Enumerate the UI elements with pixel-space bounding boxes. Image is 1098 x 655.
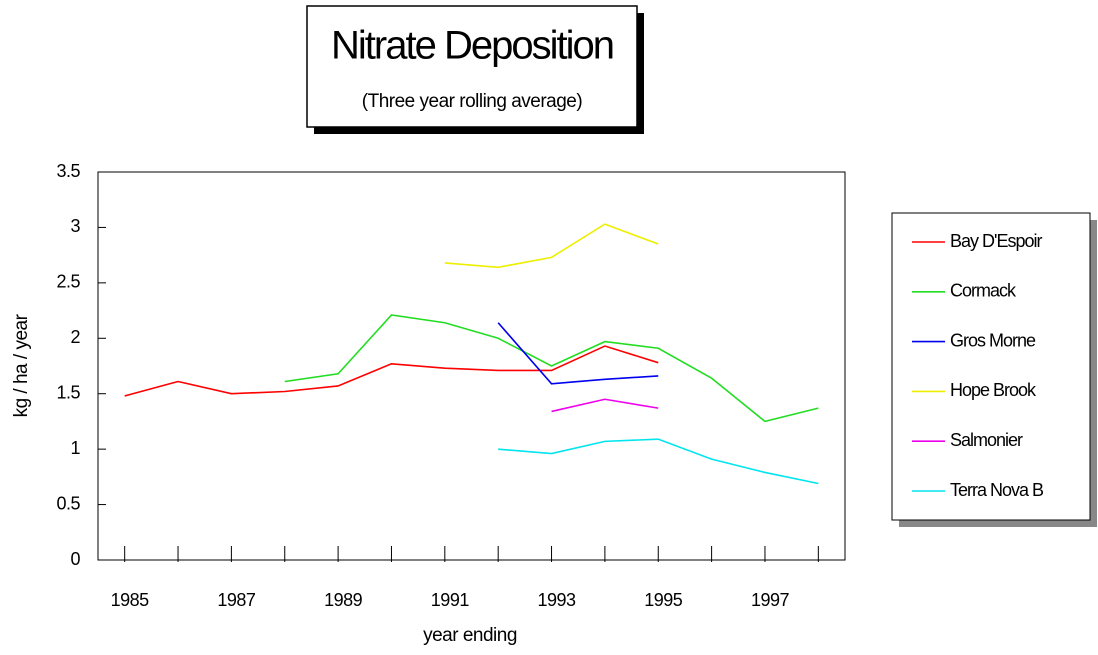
y-tick-label: 3 [70,216,80,236]
series-line [444,223,659,269]
x-tick-label: 1991 [431,590,470,610]
y-tick-label: 0.5 [56,493,80,513]
y-tick-label: 2.5 [56,272,80,292]
y-tick-label: 2 [70,327,80,347]
x-tick-label: 1989 [324,590,363,610]
legend-label: Cormack [950,281,1017,301]
series-line [498,438,819,485]
x-axis-label: year ending [423,625,517,646]
chart-subtitle: (Three year rolling average) [362,91,583,112]
y-tick-label: 3.5 [56,161,80,181]
plot-frame [97,171,846,561]
y-tick-label: 0 [70,549,80,569]
legend-label: Terra Nova B [950,480,1044,500]
legend-label: Bay D'Espoir [950,231,1042,251]
y-axis-label: kg / ha / year [11,313,32,417]
x-tick-label: 1987 [217,590,256,610]
y-tick-label: 1 [70,438,80,458]
x-tick-label: 1997 [751,590,790,610]
legend-label: Gros Morne [950,330,1036,350]
y-tick-label: 1.5 [56,382,80,402]
x-tick-label: 1993 [538,590,577,610]
series-line [284,314,819,423]
x-tick-label: 1995 [644,590,683,610]
chart-title: Nitrate Deposition [331,24,613,68]
series-line [551,398,659,413]
legend-label: Salmonier [950,430,1023,450]
series-line [124,345,659,397]
x-tick-label: 1985 [111,590,150,610]
title-box [306,5,638,128]
legend-label: Hope Brook [950,380,1037,400]
series-line [497,322,659,385]
legend-box [891,212,1091,521]
